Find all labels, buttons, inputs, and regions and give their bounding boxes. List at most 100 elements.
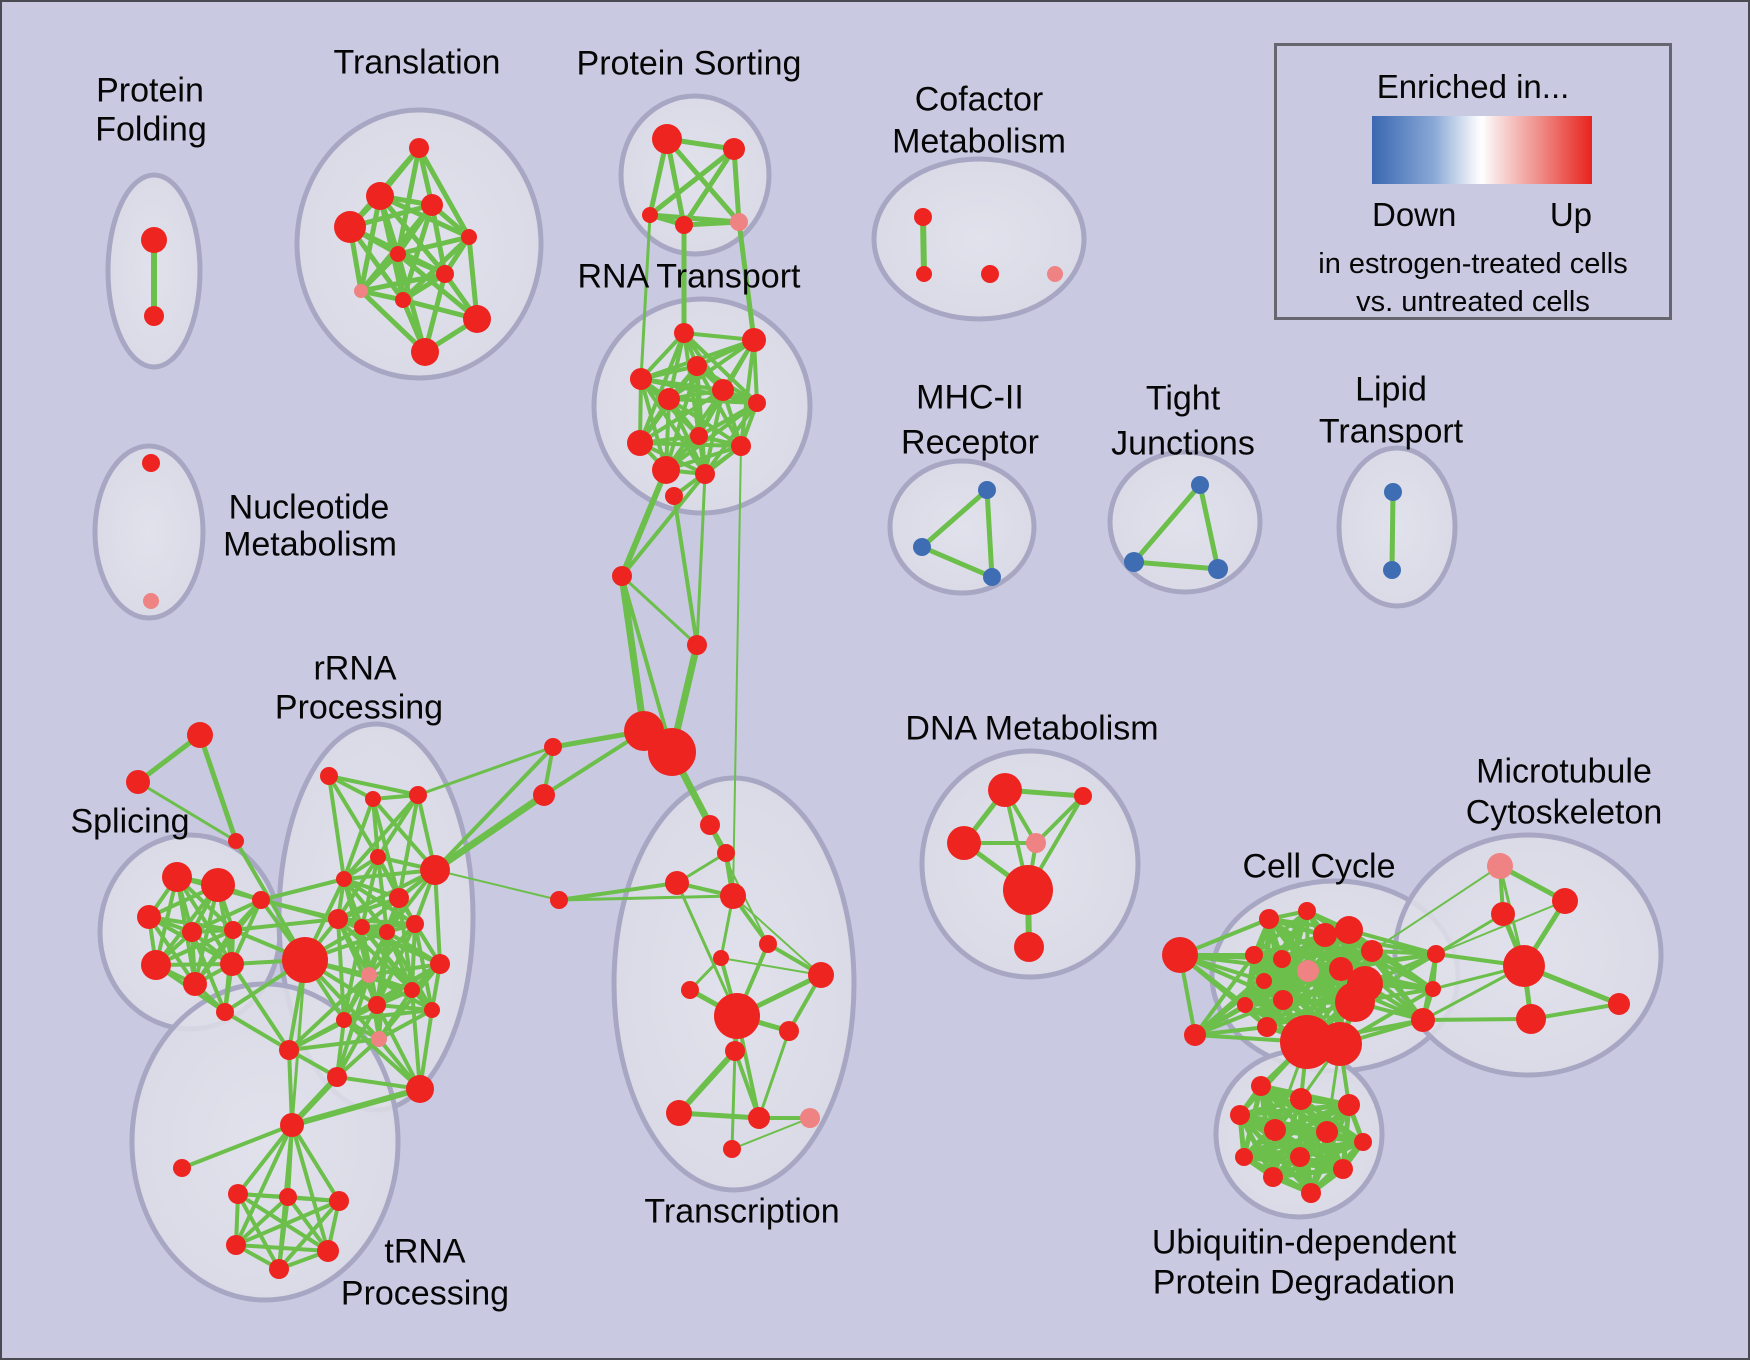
gene-set-node-cell_cycle-19 bbox=[1411, 1008, 1435, 1032]
gene-set-node-transcription-13 bbox=[800, 1108, 820, 1128]
edge bbox=[664, 136, 742, 225]
edge bbox=[731, 1117, 811, 1150]
gene-set-node-ubiquitin-7 bbox=[1235, 1148, 1253, 1166]
edge bbox=[371, 797, 401, 900]
gene-set-node-splicing_rrna-11 bbox=[409, 786, 427, 804]
edge bbox=[190, 898, 263, 934]
edge bbox=[703, 401, 759, 476]
gene-set-node-splice_tri-0 bbox=[187, 722, 213, 748]
edge bbox=[736, 219, 757, 343]
gene-set-node-cofactor-3 bbox=[1047, 266, 1063, 282]
gene-set-node-connectors-0 bbox=[665, 487, 683, 505]
edge bbox=[703, 388, 725, 476]
edge bbox=[1435, 900, 1566, 955]
gene-set-node-splicing_rrna-27 bbox=[336, 1012, 352, 1028]
gene-set-node-rna_transport-10 bbox=[652, 456, 680, 484]
gene-set-node-ubiquitin-0 bbox=[1251, 1076, 1271, 1096]
gene-set-node-cell_cycle-2 bbox=[1259, 909, 1279, 929]
gene-set-node-protein_sorting-2 bbox=[642, 207, 658, 223]
edge bbox=[618, 572, 648, 735]
gene-set-node-splicing_rrna-24 bbox=[404, 982, 420, 998]
edge bbox=[342, 793, 420, 881]
legend-endpoints: Down Up bbox=[1372, 196, 1592, 234]
edge bbox=[639, 377, 759, 405]
edge bbox=[682, 331, 759, 405]
gene-set-node-cell_cycle-8 bbox=[1273, 950, 1291, 968]
gene-set-node-mhc-1 bbox=[913, 538, 931, 556]
legend-subtitle-1: in estrogen-treated cells bbox=[1318, 248, 1628, 280]
gene-set-node-splice_tri-1 bbox=[126, 770, 150, 794]
gene-set-node-ubiquitin-6 bbox=[1354, 1133, 1372, 1151]
edge bbox=[290, 1123, 341, 1203]
edge bbox=[367, 962, 442, 977]
edge bbox=[236, 1192, 281, 1271]
edge bbox=[358, 288, 428, 355]
edge bbox=[375, 1003, 422, 1091]
edge bbox=[431, 791, 548, 874]
edge bbox=[1389, 489, 1396, 573]
edge bbox=[730, 1049, 737, 1151]
gene-set-node-protein_sorting-1 bbox=[723, 138, 745, 160]
gene-set-node-rna_transport-7 bbox=[690, 427, 708, 445]
gene-set-node-ubiquitin-4 bbox=[1264, 1119, 1286, 1141]
gene-set-node-splicing_rrna-30 bbox=[327, 1067, 347, 1087]
gene-set-node-cell_cycle-21 bbox=[1425, 981, 1441, 997]
gene-set-node-cell_cycle-7 bbox=[1245, 946, 1263, 964]
edge bbox=[433, 745, 555, 872]
edge bbox=[1339, 952, 1438, 971]
cluster-label-rrna-line1: rRNA bbox=[313, 649, 397, 688]
edge bbox=[1270, 1166, 1346, 1180]
edge bbox=[377, 930, 389, 1041]
gene-set-node-translation-3 bbox=[421, 194, 443, 216]
gene-set-node-nucleotide-1 bbox=[143, 593, 159, 609]
gene-set-node-dna-4 bbox=[1003, 865, 1053, 915]
gene-set-node-cell_cycle-13 bbox=[1273, 990, 1293, 1010]
legend-box: Enriched in... Down Up in estrogen-treat… bbox=[1274, 43, 1672, 320]
legend-subtitle-2: vs. untreated cells bbox=[1356, 286, 1590, 318]
cluster-label-cofactor-line1: Cofactor bbox=[914, 80, 1044, 119]
gene-set-node-splicing_rrna-8 bbox=[216, 1003, 234, 1021]
cluster-label-cell_cycle-line1: Cell Cycle bbox=[1242, 847, 1396, 886]
gene-set-node-translation-6 bbox=[436, 265, 454, 283]
gene-set-node-nucleotide-0 bbox=[142, 454, 160, 472]
gene-set-node-ubiquitin-10 bbox=[1263, 1167, 1283, 1187]
edge bbox=[557, 881, 679, 902]
edge bbox=[732, 445, 742, 897]
gene-set-node-microtubule-4 bbox=[1516, 1004, 1546, 1034]
gene-set-node-rna_transport-8 bbox=[627, 430, 653, 456]
edge bbox=[230, 962, 291, 1052]
gene-set-node-splicing_rrna-16 bbox=[328, 909, 348, 929]
gene-set-node-transcription-14 bbox=[723, 1140, 741, 1158]
gene-set-node-splicing_rrna-0 bbox=[162, 862, 192, 892]
gene-set-node-splicing_rrna-12 bbox=[370, 849, 386, 865]
cluster-label-rrna-line2: Processing bbox=[274, 688, 444, 727]
gene-set-node-translation-2 bbox=[334, 211, 366, 243]
gene-set-node-cell_cycle-0 bbox=[1162, 937, 1198, 973]
edge bbox=[1252, 909, 1309, 957]
edge bbox=[557, 894, 735, 902]
gene-set-node-trna-0 bbox=[280, 1113, 304, 1137]
cluster-ellipse-tight bbox=[1107, 449, 1263, 595]
gene-set-node-cell_cycle-5 bbox=[1313, 923, 1337, 947]
edge bbox=[1131, 482, 1203, 565]
gene-set-node-splicing_rrna-13 bbox=[336, 871, 352, 887]
edge bbox=[675, 881, 739, 1018]
edge bbox=[336, 896, 401, 921]
gene-set-node-cell_cycle-20 bbox=[1427, 945, 1445, 963]
edge bbox=[234, 1195, 290, 1247]
gene-set-node-splice_tri-2 bbox=[228, 833, 244, 849]
gene-set-node-transcription-1 bbox=[717, 844, 735, 862]
edge bbox=[639, 377, 707, 476]
edge bbox=[620, 574, 699, 647]
edge bbox=[1131, 559, 1221, 572]
gene-set-node-connectors-5 bbox=[544, 738, 562, 756]
gene-set-node-ubiquitin-11 bbox=[1301, 1183, 1321, 1203]
cluster-label-cofactor-line2: Metabolism bbox=[892, 122, 1066, 161]
cluster-label-mhc-line1: MHC-II bbox=[916, 378, 1024, 417]
cluster-label-mhc-line2: Receptor bbox=[901, 423, 1039, 462]
edge bbox=[358, 193, 383, 294]
gene-set-node-dna-1 bbox=[1074, 787, 1092, 805]
gene-set-node-cell_cycle-18 bbox=[1318, 1022, 1362, 1066]
gene-set-node-trna-7 bbox=[269, 1259, 289, 1279]
